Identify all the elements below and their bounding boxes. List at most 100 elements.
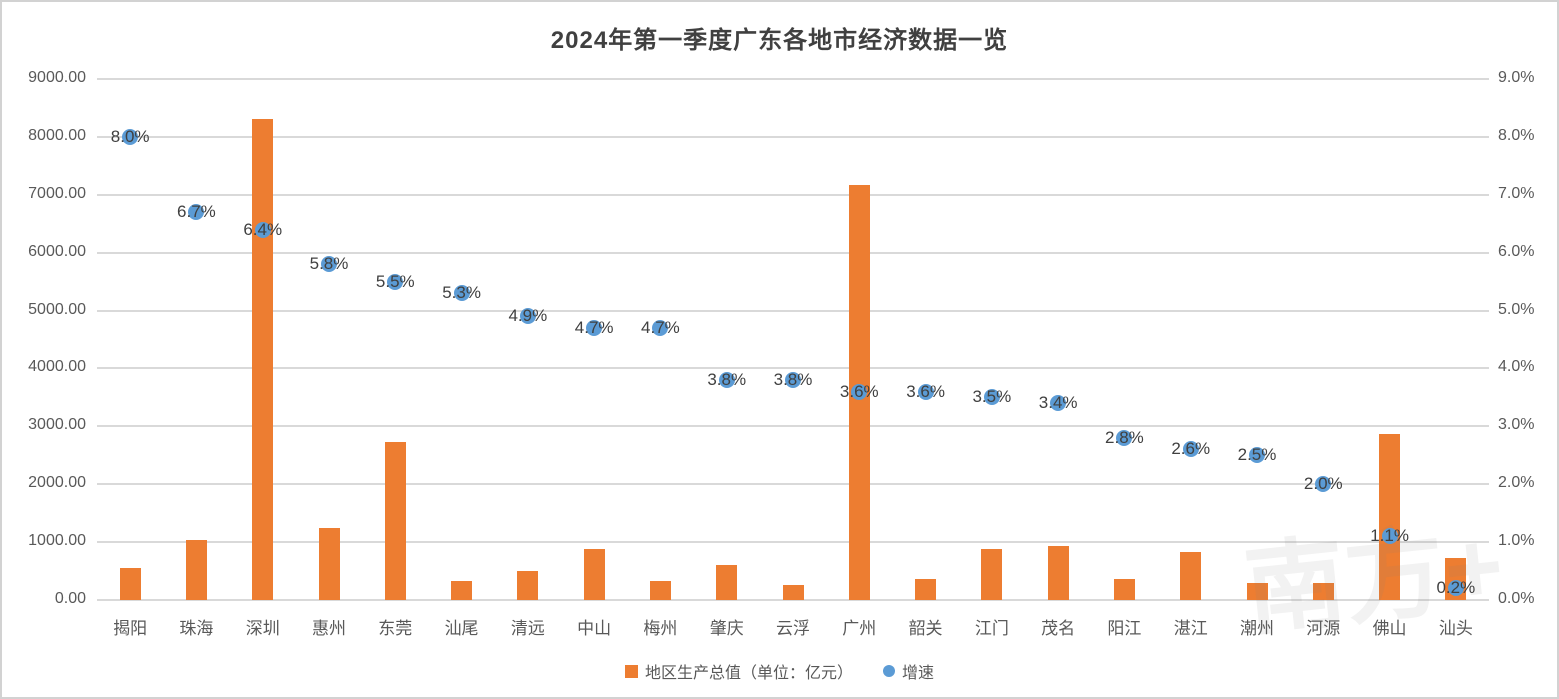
right-axis-tick: 1.0% — [1498, 532, 1535, 550]
left-axis-tick: 9000.00 — [28, 69, 86, 86]
x-axis-label-深圳: 深圳 — [245, 619, 280, 638]
x-axis-label-中山: 中山 — [577, 619, 612, 638]
right-axis-tick: 8.0% — [1498, 126, 1535, 144]
x-axis-label-广州: 广州 — [842, 619, 877, 638]
right-axis-tick: 9.0% — [1498, 69, 1535, 86]
growth-dot-韶关 — [917, 383, 934, 400]
legend-item-growth: 增速 — [883, 659, 934, 683]
right-axis-tick: 3.0% — [1498, 416, 1535, 434]
gdp-bar-中山 — [583, 549, 605, 600]
growth-label-云浮: 3.8% — [773, 370, 813, 390]
growth-label-梅州: 4.7% — [641, 317, 680, 337]
x-axis-label-阳江: 阳江 — [1107, 619, 1142, 638]
gdp-bar-珠海 — [185, 539, 207, 600]
growth-dot-中山 — [586, 319, 603, 336]
x-axis-label-潮州: 潮州 — [1240, 619, 1274, 638]
growth-dot-汕尾 — [453, 285, 470, 302]
growth-dot-东莞 — [387, 273, 404, 290]
growth-dot-汕头 — [1447, 580, 1464, 597]
x-axis-label-揭阳: 揭阳 — [113, 619, 148, 638]
left-axis-tick: 8000.00 — [28, 126, 86, 144]
growth-label-肇庆: 3.8% — [707, 370, 747, 390]
gdp-bar-河源 — [1312, 582, 1334, 600]
gdp-bar-韶关 — [915, 578, 937, 600]
growth-label-汕尾: 5.3% — [442, 283, 481, 303]
x-axis-label-肇庆: 肇庆 — [709, 619, 744, 638]
growth-dot-河源 — [1315, 476, 1332, 493]
growth-dot-潮州 — [1249, 447, 1265, 464]
chart-title: 2024年第一季度广东各地市经济数据一览 — [550, 27, 1009, 54]
left-axis-tick: 1000.00 — [28, 532, 86, 550]
gdp-bar-汕尾 — [451, 580, 473, 600]
growth-dot-惠州 — [321, 256, 337, 273]
right-axis-tick: 5.0% — [1498, 300, 1535, 318]
x-axis-label-汕头: 汕头 — [1438, 619, 1473, 638]
x-axis-label-汕尾: 汕尾 — [444, 619, 479, 638]
x-axis-label-清远: 清远 — [510, 619, 545, 638]
gdp-bar-云浮 — [782, 585, 804, 600]
x-axis-label-惠州: 惠州 — [312, 619, 346, 638]
growth-label-广州: 3.6% — [839, 381, 879, 401]
gdp-bar-梅州 — [649, 581, 671, 600]
bar-series-swatch-icon — [624, 664, 638, 678]
legend-label-gdp: 地区生产总值（单位：亿元） — [644, 665, 853, 682]
gdp-bar-肇庆 — [716, 565, 738, 600]
gridline — [97, 541, 1489, 544]
growth-dot-江门 — [983, 389, 1000, 406]
growth-dot-肇庆 — [718, 372, 735, 389]
legend-item-gdp: 地区生产总值（单位：亿元） — [624, 659, 853, 683]
x-axis-label-河源: 河源 — [1306, 619, 1341, 638]
x-axis-label-梅州: 梅州 — [643, 619, 678, 638]
growth-dot-梅州 — [652, 319, 669, 336]
gridline — [97, 367, 1489, 370]
x-axis-label-佛山: 佛山 — [1372, 619, 1407, 638]
growth-dot-珠海 — [188, 204, 205, 221]
gridline — [97, 483, 1489, 486]
growth-label-茂名: 3.4% — [1038, 393, 1078, 413]
growth-label-潮州: 2.5% — [1237, 445, 1277, 465]
x-axis-label-云浮: 云浮 — [776, 619, 810, 638]
gdp-bar-清远 — [517, 570, 539, 600]
gridline — [97, 135, 1489, 138]
gdp-bar-深圳 — [252, 118, 274, 600]
right-axis-tick: 2.0% — [1498, 474, 1535, 492]
x-axis-label-茂名: 茂名 — [1041, 619, 1076, 638]
left-axis-tick: 2000.00 — [28, 474, 86, 492]
gridline — [97, 193, 1489, 196]
chart-legend: 地区生产总值（单位：亿元） 增速 — [2, 659, 1557, 683]
gdp-bar-惠州 — [318, 527, 340, 600]
gridline — [97, 78, 1489, 80]
x-axis-label-东莞: 东莞 — [378, 619, 413, 638]
growth-dot-阳江 — [1116, 429, 1133, 446]
growth-label-阳江: 2.8% — [1105, 427, 1144, 447]
growth-label-江门: 3.5% — [972, 387, 1012, 407]
left-axis-tick: 7000.00 — [28, 184, 86, 202]
right-axis-tick: 0.0% — [1498, 590, 1535, 607]
growth-label-韶关: 3.6% — [906, 381, 945, 401]
right-axis-tick: 6.0% — [1498, 242, 1535, 260]
growth-label-中山: 4.7% — [574, 317, 614, 337]
gridline — [97, 251, 1489, 254]
growth-dot-广州 — [851, 383, 868, 400]
growth-label-珠海: 6.7% — [177, 202, 216, 222]
growth-label-佛山: 1.1% — [1370, 526, 1409, 546]
growth-label-惠州: 5.8% — [309, 254, 349, 274]
gdp-bar-揭阳 — [119, 567, 141, 600]
gdp-bar-茂名 — [1047, 545, 1069, 600]
growth-label-深圳: 6.4% — [243, 219, 283, 239]
gdp-bar-东莞 — [384, 441, 406, 600]
growth-dot-佛山 — [1381, 528, 1398, 545]
gdp-bar-湛江 — [1180, 552, 1202, 600]
growth-label-汕头: 0.2% — [1436, 578, 1476, 598]
x-axis-label-韶关: 韶关 — [908, 619, 943, 638]
left-axis-tick: 0.00 — [54, 590, 86, 607]
right-axis-tick: 4.0% — [1498, 358, 1535, 376]
gridline — [97, 599, 1489, 601]
gdp-bar-江门 — [981, 549, 1003, 600]
gdp-bar-潮州 — [1246, 582, 1268, 600]
growth-label-河源: 2.0% — [1303, 474, 1343, 494]
growth-dot-深圳 — [254, 221, 271, 238]
growth-label-东莞: 5.5% — [375, 271, 415, 291]
